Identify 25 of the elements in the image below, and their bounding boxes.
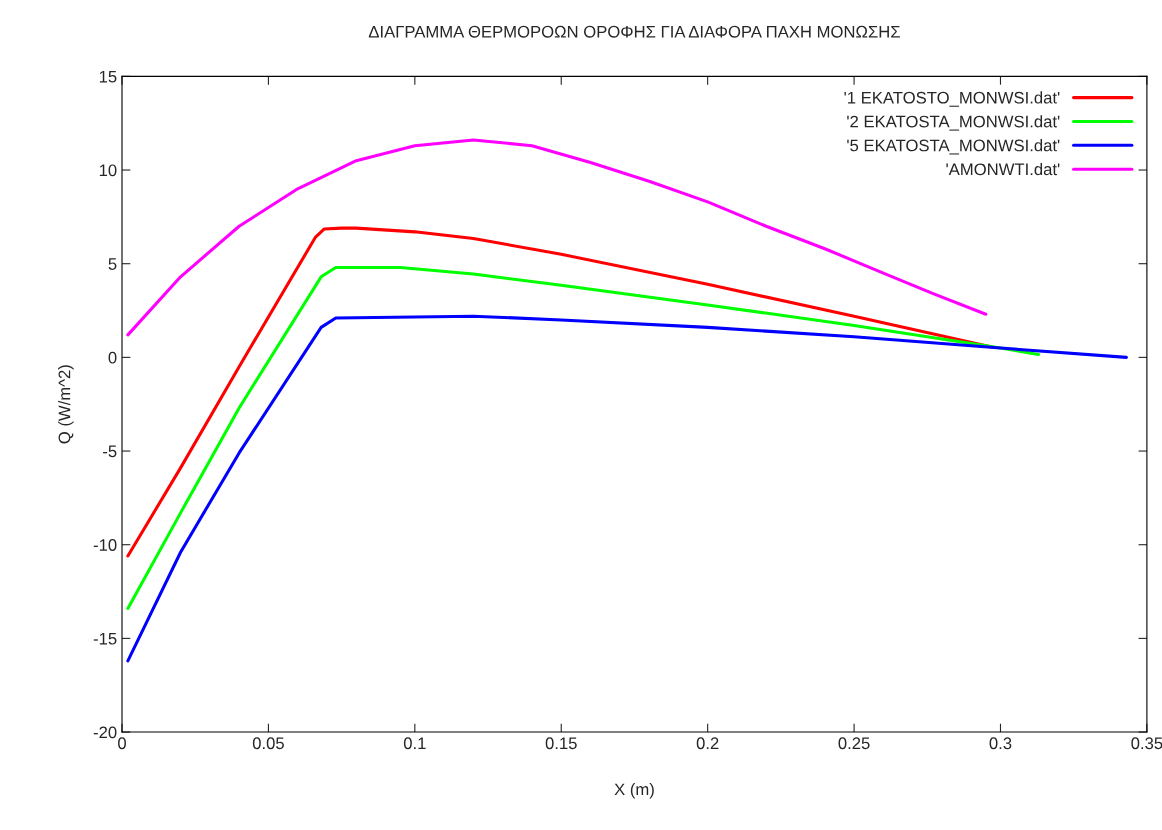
legend-label: '1 EKATOSTO_MONWSI.dat'	[844, 91, 1060, 107]
legend-label: 'AMONWTI.dat'	[946, 162, 1060, 176]
y-tick-label: -5	[103, 445, 117, 458]
y-axis-title: Q (W/m^2)	[58, 365, 74, 444]
line-series	[126, 314, 1128, 663]
x-tick-label: 0.3	[989, 737, 1012, 750]
y-tick-label: -10	[93, 539, 117, 551]
x-tick-label: 0.05	[252, 737, 284, 750]
x-axis-title: X (m)	[614, 783, 654, 799]
y-tick-label: 0	[108, 351, 117, 364]
x-tick-label: 0.1	[403, 737, 426, 750]
line-series	[126, 265, 1041, 610]
legend-label: '2 EKATOSTA_MONWSI.dat'	[847, 115, 1060, 131]
x-tick-label: 0	[118, 737, 126, 750]
x-tick-label: 0.2	[696, 737, 719, 750]
y-tick-label: 15	[99, 70, 117, 83]
y-tick-label: 10	[99, 164, 117, 177]
y-tick-label: 5	[108, 258, 117, 270]
x-tick-label: 0.35	[1131, 737, 1162, 750]
legend-label: '5 EKATOSTA_MONWSI.dat'	[847, 139, 1060, 155]
y-tick-label: -20	[93, 726, 117, 739]
chart-title: ΔΙΑΓΡΑΜΜΑ ΘΕΡΜΟΡΟΩΝ ΟΡΟΦΗΣ ΓΙΑ ΔΙΑΦΟΡΑ ΠΑΧΗ ΜΟΝΩΣΗΣ	[368, 25, 900, 38]
x-tick-label: 0.25	[838, 737, 870, 750]
x-tick-label: 0.15	[545, 737, 577, 750]
y-tick-label: -15	[93, 632, 117, 645]
